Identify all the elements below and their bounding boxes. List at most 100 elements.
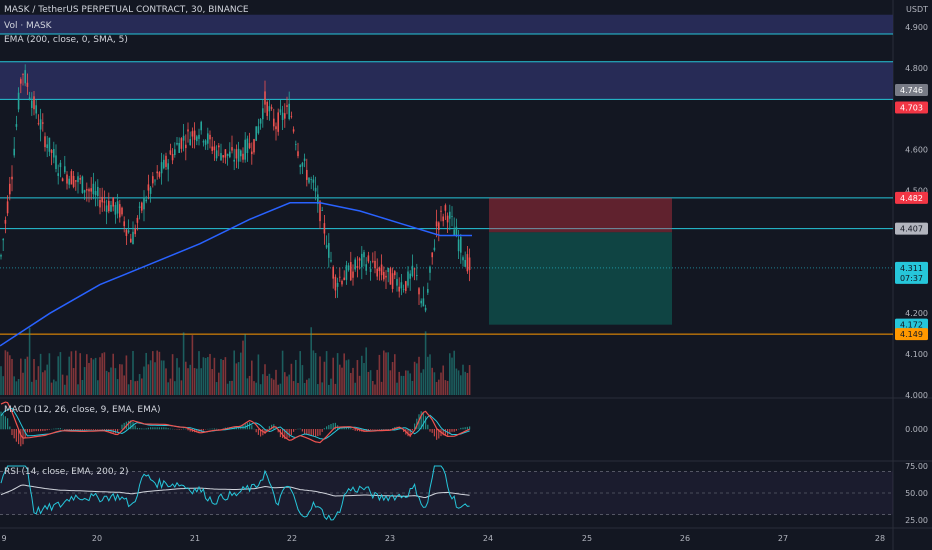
candle[interactable] bbox=[180, 138, 183, 149]
candle[interactable] bbox=[20, 79, 22, 84]
candle[interactable] bbox=[26, 82, 29, 87]
candle[interactable] bbox=[75, 180, 77, 182]
candle[interactable] bbox=[171, 154, 174, 161]
candle[interactable] bbox=[339, 276, 341, 278]
candle[interactable] bbox=[6, 201, 9, 214]
candle[interactable] bbox=[145, 199, 147, 202]
candle[interactable] bbox=[152, 176, 154, 184]
candle[interactable] bbox=[130, 238, 132, 243]
candle[interactable] bbox=[290, 116, 293, 118]
candle[interactable] bbox=[44, 136, 46, 148]
candle[interactable] bbox=[301, 162, 304, 167]
candle[interactable] bbox=[213, 146, 216, 151]
candle[interactable] bbox=[424, 307, 427, 311]
rsi-legend[interactable]: RSI (14, close, EMA, 200, 2) bbox=[4, 467, 129, 477]
candle[interactable] bbox=[453, 229, 455, 236]
candle[interactable] bbox=[66, 174, 68, 184]
candle[interactable] bbox=[328, 243, 330, 258]
candle[interactable] bbox=[55, 155, 57, 170]
candle[interactable] bbox=[367, 255, 370, 262]
candle[interactable] bbox=[229, 151, 231, 158]
candle[interactable] bbox=[182, 135, 185, 141]
candle[interactable] bbox=[422, 298, 425, 307]
candle[interactable] bbox=[147, 184, 150, 191]
candle[interactable] bbox=[24, 70, 26, 84]
candle[interactable] bbox=[108, 200, 110, 212]
candle[interactable] bbox=[334, 276, 337, 291]
candle[interactable] bbox=[286, 105, 288, 107]
candle[interactable] bbox=[116, 201, 119, 214]
candle[interactable] bbox=[143, 197, 145, 210]
candle[interactable] bbox=[103, 201, 106, 203]
candle[interactable] bbox=[416, 275, 418, 277]
price-tag[interactable] bbox=[895, 83, 928, 96]
candle[interactable] bbox=[237, 148, 240, 162]
candle[interactable] bbox=[407, 271, 409, 286]
candle[interactable] bbox=[440, 210, 442, 212]
candle[interactable] bbox=[198, 134, 200, 139]
candle[interactable] bbox=[77, 176, 79, 183]
candle[interactable] bbox=[449, 211, 451, 219]
candle[interactable] bbox=[127, 230, 130, 233]
candle[interactable] bbox=[112, 197, 114, 207]
candle[interactable] bbox=[319, 201, 321, 222]
candle[interactable] bbox=[253, 139, 255, 153]
candle[interactable] bbox=[70, 171, 73, 185]
candle[interactable] bbox=[444, 205, 447, 211]
candle[interactable] bbox=[121, 207, 123, 215]
candle[interactable] bbox=[433, 247, 436, 251]
candle[interactable] bbox=[187, 129, 189, 132]
candle[interactable] bbox=[149, 187, 152, 194]
candle[interactable] bbox=[132, 231, 134, 245]
candle[interactable] bbox=[15, 124, 18, 127]
price-tag[interactable] bbox=[895, 318, 928, 331]
candle[interactable] bbox=[457, 239, 460, 252]
ema-legend[interactable]: EMA (200, close, 0, SMA, 5) bbox=[4, 35, 128, 45]
candle[interactable] bbox=[169, 150, 172, 155]
candle[interactable] bbox=[347, 265, 350, 270]
candle[interactable] bbox=[240, 150, 242, 157]
candle[interactable] bbox=[163, 159, 165, 169]
candle[interactable] bbox=[383, 271, 385, 280]
candle[interactable] bbox=[391, 273, 394, 289]
candle[interactable] bbox=[35, 105, 37, 114]
candle[interactable] bbox=[110, 204, 112, 212]
price-tag[interactable] bbox=[895, 222, 928, 235]
candle[interactable] bbox=[11, 176, 13, 180]
candle[interactable] bbox=[251, 151, 253, 155]
candle[interactable] bbox=[189, 139, 191, 146]
candle[interactable] bbox=[17, 92, 20, 110]
candle[interactable] bbox=[405, 281, 407, 291]
candle[interactable] bbox=[242, 153, 244, 160]
candle[interactable] bbox=[42, 122, 44, 124]
candle[interactable] bbox=[215, 150, 218, 159]
candle[interactable] bbox=[81, 176, 84, 193]
candle[interactable] bbox=[398, 286, 400, 292]
candle[interactable] bbox=[59, 162, 62, 168]
candle[interactable] bbox=[196, 136, 198, 142]
candle[interactable] bbox=[176, 142, 178, 145]
candle[interactable] bbox=[50, 150, 53, 153]
candle[interactable] bbox=[226, 153, 229, 156]
candle[interactable] bbox=[400, 282, 403, 289]
candle[interactable] bbox=[345, 265, 348, 280]
candle[interactable] bbox=[202, 141, 205, 143]
candle[interactable] bbox=[154, 180, 156, 182]
candle[interactable] bbox=[411, 265, 414, 276]
candle[interactable] bbox=[88, 189, 90, 192]
candle[interactable] bbox=[358, 258, 361, 261]
candle[interactable] bbox=[39, 119, 42, 130]
candle[interactable] bbox=[273, 118, 275, 127]
candle[interactable] bbox=[37, 123, 40, 125]
price-tag[interactable] bbox=[895, 101, 928, 114]
candle[interactable] bbox=[374, 260, 376, 269]
candle[interactable] bbox=[330, 260, 332, 262]
candle[interactable] bbox=[178, 143, 180, 153]
candle[interactable] bbox=[372, 260, 374, 262]
candle[interactable] bbox=[466, 254, 469, 272]
candle[interactable] bbox=[418, 288, 420, 295]
take-profit-zone[interactable] bbox=[489, 232, 672, 325]
candle[interactable] bbox=[306, 169, 308, 180]
candle[interactable] bbox=[409, 273, 411, 279]
candle[interactable] bbox=[160, 162, 163, 174]
